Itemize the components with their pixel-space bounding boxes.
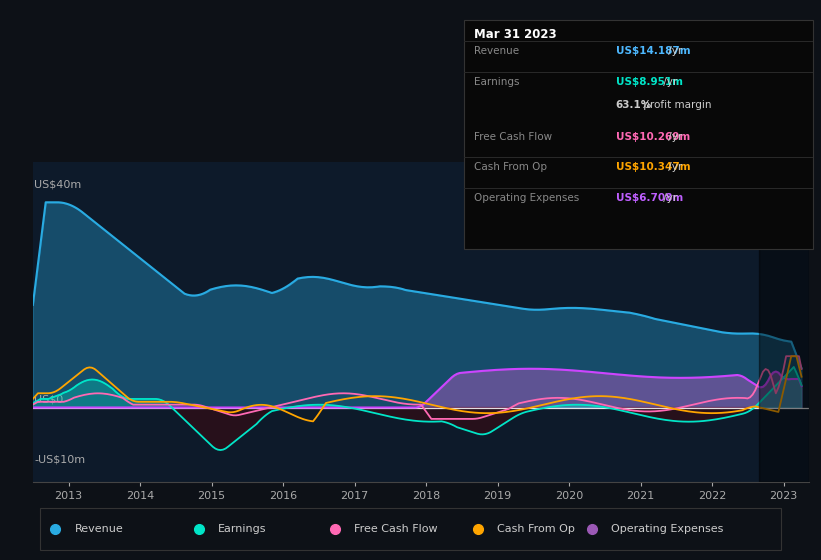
Text: Earnings: Earnings — [218, 524, 266, 534]
Text: US$40m: US$40m — [34, 180, 81, 189]
Text: 63.1%: 63.1% — [616, 100, 652, 110]
Text: profit margin: profit margin — [640, 100, 712, 110]
Text: /yr: /yr — [660, 77, 677, 87]
Text: /yr: /yr — [665, 162, 682, 172]
Text: Free Cash Flow: Free Cash Flow — [474, 132, 552, 142]
Text: US$10.347m: US$10.347m — [616, 162, 690, 172]
Text: Operating Expenses: Operating Expenses — [611, 524, 723, 534]
Text: Earnings: Earnings — [474, 77, 519, 87]
Text: Mar 31 2023: Mar 31 2023 — [474, 28, 557, 41]
Text: Revenue: Revenue — [474, 46, 519, 57]
Text: /yr: /yr — [665, 132, 682, 142]
Text: /yr: /yr — [660, 193, 677, 203]
Text: US$0: US$0 — [34, 395, 64, 405]
Text: Operating Expenses: Operating Expenses — [474, 193, 579, 203]
Text: US$10.269m: US$10.269m — [616, 132, 690, 142]
Text: -US$10m: -US$10m — [34, 455, 85, 464]
Bar — [759, 162, 809, 482]
Text: Cash From Op: Cash From Op — [498, 524, 576, 534]
Text: US$8.951m: US$8.951m — [616, 77, 683, 87]
Text: /yr: /yr — [665, 46, 682, 57]
Text: Cash From Op: Cash From Op — [474, 162, 547, 172]
Text: Free Cash Flow: Free Cash Flow — [354, 524, 438, 534]
Text: US$6.708m: US$6.708m — [616, 193, 683, 203]
Text: US$14.187m: US$14.187m — [616, 46, 690, 57]
Text: Revenue: Revenue — [75, 524, 123, 534]
